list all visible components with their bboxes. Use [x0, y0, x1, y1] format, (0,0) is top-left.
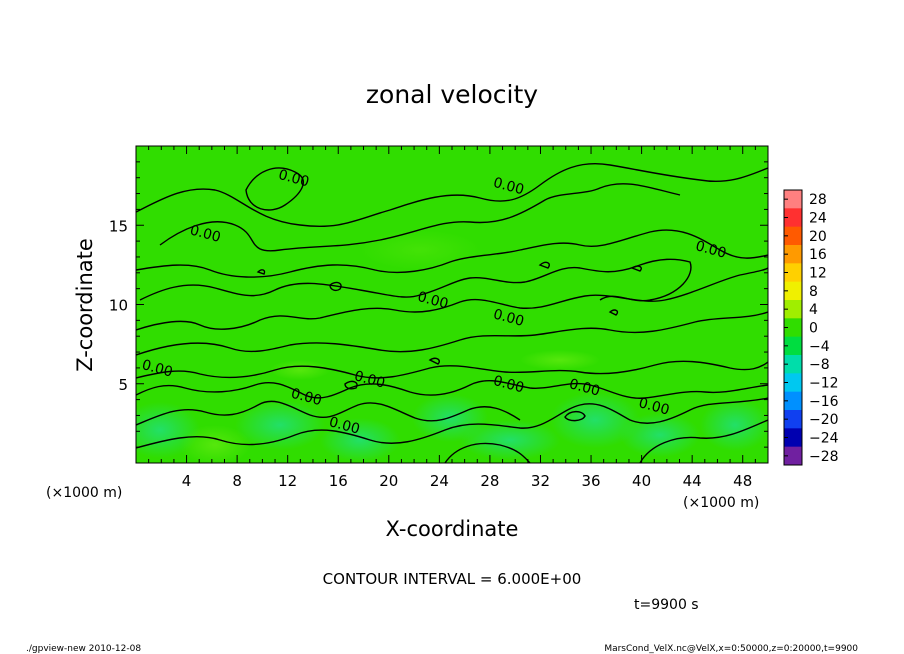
- contour-label: 0.00: [188, 222, 222, 246]
- colorbar-swatch: [784, 226, 802, 246]
- contour-line: [136, 397, 768, 449]
- footer-left: ./gpview-new 2010-12-08: [26, 644, 141, 654]
- contour-label: 0.00: [140, 357, 174, 381]
- colorbar-swatch: [784, 263, 802, 283]
- contour-line: [136, 379, 768, 399]
- colorbar-label: 12: [809, 266, 827, 282]
- colorbar-label: 4: [809, 302, 818, 318]
- contour-label: 0.00: [491, 373, 525, 397]
- colorbar-label: −20: [809, 412, 839, 428]
- colorbar-swatch: [784, 318, 802, 338]
- contour-interval-text: CONTOUR INTERVAL = 6.000E+00: [323, 570, 582, 588]
- x-tick-label: 20: [379, 472, 398, 490]
- contour-label: 0.00: [491, 175, 525, 199]
- footer-right: MarsCond_VelX.nc@VelX,x=0:50000,z=0:2000…: [604, 644, 858, 654]
- colorbar-label: 24: [809, 211, 827, 227]
- colorbar-swatch: [784, 300, 802, 319]
- contour-line: [136, 229, 768, 278]
- colorbar-swatch: [784, 355, 802, 374]
- colorbar-label: −28: [809, 449, 839, 465]
- colorbar-label: −16: [809, 394, 839, 410]
- contour-label: 0.00: [289, 386, 323, 410]
- colorbar-label: −12: [809, 376, 839, 392]
- colorbar-swatch: [784, 391, 802, 411]
- contour-line: [608, 309, 619, 316]
- y-tick-label: 5: [118, 376, 128, 394]
- contour-label: 0.00: [277, 167, 311, 191]
- contour-line: [428, 357, 440, 365]
- contour-label: 0.00: [567, 376, 601, 400]
- colorbar-label: −4: [809, 339, 830, 355]
- contour-line: [139, 258, 692, 302]
- x-tick-label: 48: [733, 472, 752, 490]
- x-tick-label: 40: [632, 472, 651, 490]
- y-tick-label: 10: [109, 297, 128, 315]
- colorbar-label: −8: [809, 357, 830, 373]
- y-axis: 5 10 15: [109, 161, 768, 448]
- contour-line: [136, 311, 768, 356]
- colorbar-swatch: [784, 336, 802, 356]
- colorbar-swatch: [784, 190, 802, 209]
- contour-line: [136, 360, 768, 379]
- x-unit-label-left: (×1000 m): [46, 485, 122, 501]
- contour-line: [639, 419, 768, 463]
- colorbar: 28 24 20 16 12 8 4 0 −4 −8 −12 −16 −20 −24 −28: [783, 189, 839, 466]
- contour-line: [444, 442, 531, 463]
- contour-line: [256, 269, 266, 275]
- contour-line: [136, 400, 521, 426]
- x-axis: 4 8 12 16 20 24 28 32 36 40 44 48: [148, 146, 756, 490]
- plot-field: 0.00 0.000.000.000.000.000.00 0.00 0.00 0.00…: [136, 146, 768, 463]
- y-axis-label: Z-coordinate: [73, 238, 97, 372]
- time-label: t=9900 s: [634, 597, 699, 613]
- x-tick-label: 24: [430, 472, 449, 490]
- contour-line: [329, 281, 342, 292]
- colorbar-swatch: [784, 428, 802, 448]
- contour-label: 0.00: [416, 289, 450, 313]
- contour-line: [136, 267, 768, 331]
- colorbar-swatch: [784, 373, 802, 393]
- x-tick-label: 4: [182, 472, 192, 490]
- contour-label: 0.00: [327, 414, 361, 438]
- x-unit-label-right: (×1000 m): [683, 495, 759, 511]
- contour-line: [630, 265, 642, 272]
- x-axis-label: X-coordinate: [386, 517, 519, 541]
- contour-label: 0.00: [694, 238, 728, 262]
- colorbar-label: −24: [809, 431, 839, 447]
- contour-line: [564, 410, 586, 422]
- contour-labels: 0.00 0.000.000.000.000.000.00 0.00 0.00 0.00…: [140, 167, 728, 438]
- contour-line: [136, 163, 768, 228]
- contour-line: [538, 261, 550, 269]
- contour-label: 0.00: [637, 395, 671, 419]
- contour-lines: [136, 163, 768, 463]
- colorbar-label: 28: [809, 192, 827, 208]
- contour-line: [245, 167, 304, 211]
- contour-line: [344, 380, 358, 390]
- colorbar-label: 20: [809, 229, 827, 245]
- colorbar-label: 8: [809, 284, 818, 300]
- contour-label: 0.00: [491, 306, 525, 330]
- x-tick-label: 32: [531, 472, 550, 490]
- x-tick-label: 8: [232, 472, 242, 490]
- colorbar-swatch: [784, 410, 802, 429]
- colorbar-swatch: [784, 245, 802, 264]
- contour-line: [159, 183, 681, 252]
- chart-title: zonal velocity: [366, 80, 538, 109]
- colorbar-swatch: [784, 446, 802, 466]
- x-tick-label: 44: [683, 472, 702, 490]
- x-tick-label: 16: [329, 472, 348, 490]
- x-tick-label: 28: [480, 472, 499, 490]
- x-tick-label: 12: [278, 472, 297, 490]
- colorbar-label: 0: [809, 321, 818, 337]
- x-tick-label: 36: [581, 472, 600, 490]
- colorbar-swatch: [784, 281, 802, 301]
- colorbar-swatch: [784, 208, 802, 228]
- colorbar-label: 16: [809, 247, 827, 263]
- contour-label: 0.00: [352, 368, 386, 392]
- y-tick-label: 15: [109, 217, 128, 235]
